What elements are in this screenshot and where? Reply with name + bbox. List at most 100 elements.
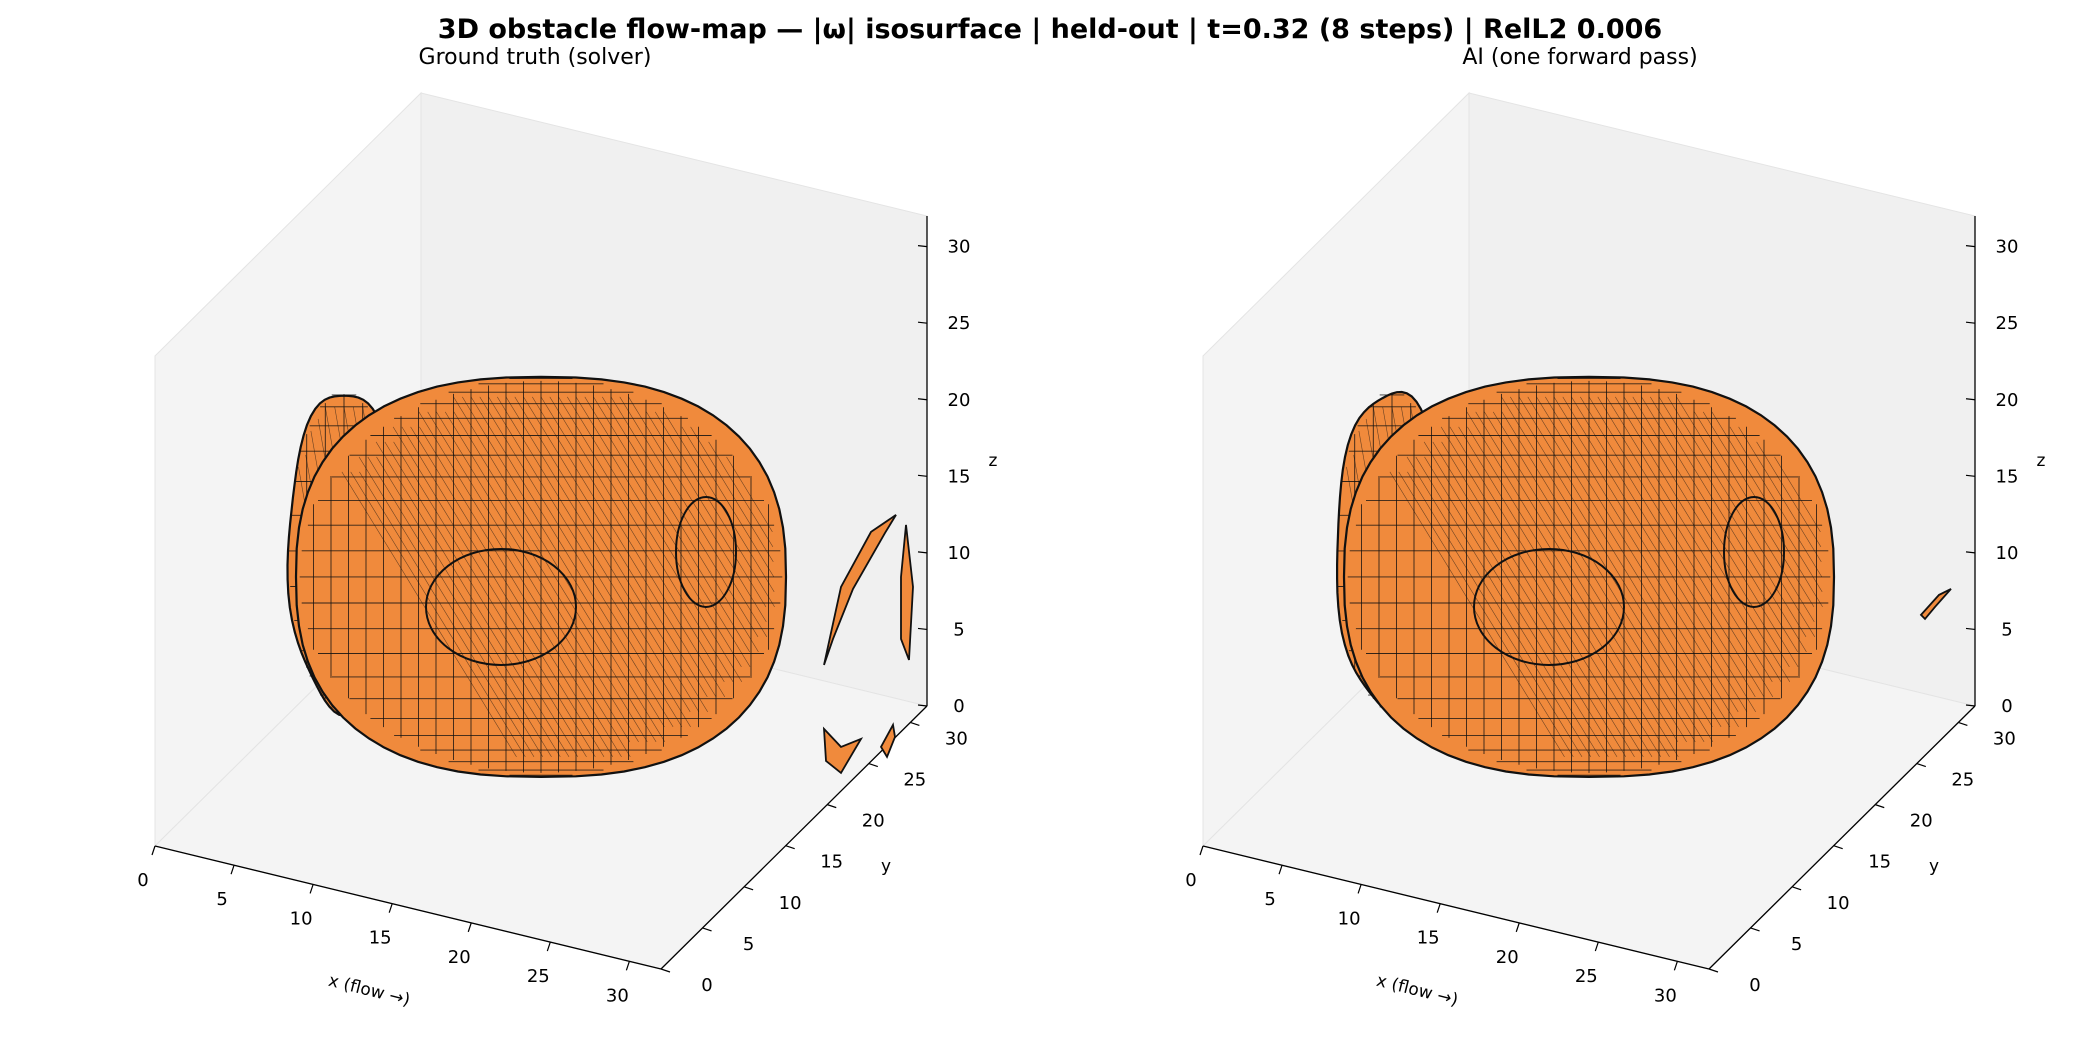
main-body-mesh bbox=[1641, 396, 1798, 653]
x-tick-label: 0 bbox=[1185, 870, 1196, 891]
y-tick-label: 0 bbox=[701, 975, 712, 996]
y-axis-label: y bbox=[1929, 857, 1939, 877]
y-tick bbox=[660, 968, 671, 973]
z-tick bbox=[1965, 704, 1976, 707]
main-body-mesh bbox=[532, 396, 717, 698]
main-body-mesh bbox=[1606, 396, 1782, 683]
main-body-mesh bbox=[479, 396, 683, 728]
x-tick-label: 15 bbox=[1417, 928, 1440, 949]
x-tick-label: 25 bbox=[527, 966, 550, 987]
main-body-mesh bbox=[584, 396, 751, 668]
main-body-mesh bbox=[1545, 396, 1739, 713]
main-body-mesh bbox=[393, 441, 587, 758]
main-body-mesh bbox=[1415, 456, 1600, 758]
y-tick bbox=[785, 845, 795, 850]
z-tick bbox=[917, 627, 928, 631]
x-tick-label: 10 bbox=[290, 908, 313, 929]
main-body-mesh bbox=[1676, 396, 1815, 623]
x-tick bbox=[388, 903, 393, 913]
x-tick bbox=[625, 961, 630, 971]
z-tick-label: 30 bbox=[1996, 237, 2019, 258]
x-tick bbox=[1436, 903, 1441, 913]
main-body-mesh bbox=[358, 456, 544, 758]
x-axis-label: x (flow →) bbox=[326, 971, 412, 1011]
main-body-mesh bbox=[1571, 396, 1756, 698]
main-body-mesh bbox=[1449, 426, 1653, 758]
x-tick bbox=[309, 884, 314, 894]
main-body-mesh bbox=[708, 441, 774, 548]
x-tick bbox=[1199, 845, 1204, 856]
main-body-mesh bbox=[427, 411, 631, 743]
x-axis-line bbox=[1202, 845, 1710, 970]
z-axis-label: z bbox=[2037, 451, 2046, 471]
z-tick bbox=[1965, 321, 1976, 324]
y-tick-label: 10 bbox=[779, 893, 802, 914]
main-body-mesh bbox=[1424, 456, 1609, 758]
z-tick-label: 5 bbox=[953, 619, 964, 640]
main-body-mesh bbox=[1441, 441, 1635, 758]
main-body-ring bbox=[1723, 495, 1785, 608]
y-tick-label: 5 bbox=[1791, 934, 1802, 955]
main-body-mesh bbox=[359, 471, 535, 758]
y-tick-label: 5 bbox=[743, 934, 754, 955]
main-body-mesh bbox=[646, 411, 767, 608]
main-body-mesh bbox=[419, 426, 622, 758]
main-body-ring bbox=[675, 495, 737, 608]
z-tick bbox=[917, 704, 928, 707]
isosurface bbox=[1335, 375, 1952, 779]
y-tick bbox=[1750, 927, 1760, 932]
main-body-mesh bbox=[593, 396, 750, 653]
y-tick-label: 25 bbox=[1951, 770, 1974, 791]
x-tick-label: 20 bbox=[1496, 947, 1519, 968]
z-tick bbox=[917, 474, 928, 477]
x-tick bbox=[151, 845, 156, 856]
main-body-mesh bbox=[610, 396, 759, 638]
x-tick bbox=[467, 922, 472, 933]
main-body-mesh bbox=[654, 411, 775, 608]
x-tick bbox=[1357, 884, 1362, 894]
z-tick-label: 10 bbox=[1996, 543, 2019, 564]
main-body-mesh bbox=[1398, 471, 1574, 758]
figure-title: 3D obstacle flow-map — |ω| isosurface | … bbox=[437, 14, 1663, 45]
panel-subtitle: AI (one forward pass) bbox=[1462, 45, 1697, 70]
x-tick-label: 15 bbox=[369, 928, 392, 949]
main-body-mesh bbox=[575, 396, 742, 668]
main-body-mesh bbox=[376, 456, 561, 758]
main-body-mesh bbox=[1407, 471, 1583, 758]
z-tick-label: 20 bbox=[1996, 390, 2019, 411]
y-tick-label: 30 bbox=[945, 728, 968, 749]
y-tick bbox=[910, 721, 920, 727]
main-body-mesh bbox=[1562, 396, 1756, 713]
z-tick bbox=[917, 398, 928, 401]
z-tick bbox=[917, 245, 928, 248]
x-tick-label: 25 bbox=[1575, 966, 1598, 987]
z-tick bbox=[1965, 627, 1976, 631]
x-tick-label: 20 bbox=[448, 947, 471, 968]
main-body-mesh bbox=[375, 441, 570, 758]
z-tick-label: 0 bbox=[2001, 696, 2012, 717]
z-tick bbox=[917, 321, 928, 324]
y-tick bbox=[743, 886, 754, 891]
x-tick-label: 5 bbox=[216, 889, 227, 910]
main-body-mesh bbox=[1553, 396, 1748, 713]
main-body-mesh bbox=[1467, 426, 1670, 758]
main-body-mesh bbox=[341, 471, 517, 758]
main-body-mesh bbox=[410, 426, 614, 758]
main-body-mesh bbox=[514, 396, 708, 713]
main-body-mesh bbox=[1466, 411, 1679, 758]
wake-fragment bbox=[1919, 588, 1952, 621]
main-body-mesh bbox=[1527, 396, 1731, 728]
main-body-mesh bbox=[1536, 396, 1739, 728]
z-tick bbox=[1965, 551, 1976, 554]
z-tick-label: 0 bbox=[953, 696, 964, 717]
y-tick bbox=[868, 762, 879, 768]
z-tick-label: 15 bbox=[948, 466, 971, 487]
y-axis-line bbox=[1708, 705, 1976, 970]
main-body-mesh bbox=[1492, 411, 1696, 743]
main-body-mesh bbox=[418, 411, 631, 758]
main-body-mesh bbox=[523, 396, 708, 698]
main-body-mesh bbox=[1588, 396, 1774, 698]
main-body-mesh bbox=[1632, 396, 1799, 668]
y-tick bbox=[1916, 762, 1927, 768]
